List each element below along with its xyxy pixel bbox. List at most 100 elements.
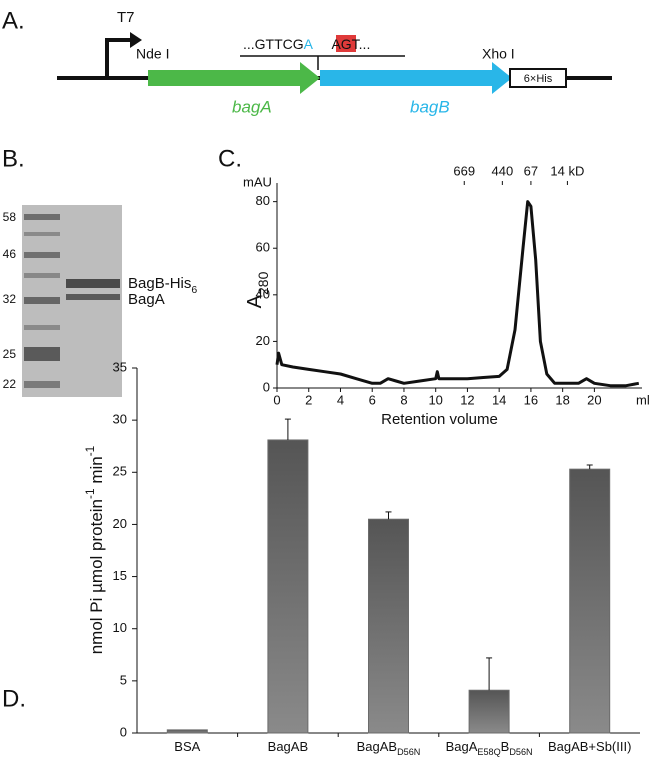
y-axis-label-part: -1	[83, 488, 97, 499]
y-tick-label: 20	[113, 516, 127, 531]
x-tick-label-part: BagAB+Sb(III)	[548, 739, 631, 754]
x-tick-label: BagAE58QBD56N	[446, 739, 533, 757]
y-axis-label-part: A	[244, 294, 266, 308]
y-axis-label: A280	[244, 271, 270, 308]
y-tick-label: 10	[113, 620, 127, 635]
ladder-label: 46	[3, 247, 17, 261]
x-tick-label-part: D56N	[509, 747, 532, 757]
ladder-band	[24, 381, 60, 388]
ladder-band	[24, 347, 60, 361]
x-tick-label: 2	[305, 392, 312, 407]
x-tick-label: BagAB	[268, 739, 308, 754]
x-tick-label-part: B	[501, 739, 510, 754]
x-tick-label: 8	[400, 392, 407, 407]
band-label-part: BagA	[128, 291, 165, 308]
y-tick-label: 35	[113, 359, 127, 374]
x-tick-label: BagAB+Sb(III)	[548, 739, 631, 754]
band-label: BagB-His6	[128, 275, 197, 296]
y-tick-label: 5	[120, 672, 127, 687]
ladder-band	[24, 273, 60, 278]
x-tick-label-part: BagA	[446, 739, 478, 754]
panel-label: C.	[218, 145, 242, 172]
sequence-part: TG	[312, 36, 331, 52]
band-label-part: 6	[191, 284, 197, 296]
tag-box	[509, 68, 567, 88]
bar	[267, 439, 309, 734]
y-unit: mAU	[243, 174, 272, 189]
y-tick-label: 0	[120, 724, 127, 739]
x-tick-label-part: BSA	[174, 739, 200, 754]
protein-band	[66, 279, 120, 288]
gene-label: bagB	[410, 97, 450, 116]
sequence-part: ...GTTCG	[243, 36, 304, 52]
sequence-part: AGT...	[331, 36, 370, 52]
band-label-part: BagB-His	[128, 275, 191, 292]
gene-label: bagA	[232, 97, 272, 116]
y-tick-label: 20	[256, 333, 270, 348]
gene-arrow	[320, 62, 512, 94]
site-label: Nde I	[136, 46, 169, 62]
size-marker-label: 14 kD	[550, 163, 584, 178]
y-axis-label-part: -1	[83, 445, 97, 456]
x-tick-label: 0	[273, 392, 280, 407]
bar	[368, 518, 409, 734]
x-tick-label-part: BagAB	[357, 739, 397, 754]
ladder-label: 58	[3, 210, 17, 224]
tag-label: 6×His	[524, 73, 553, 85]
panel-label: B.	[2, 145, 25, 172]
promoter-arrowhead	[130, 32, 142, 48]
gel	[22, 205, 122, 397]
y-axis-label-part: min	[87, 456, 106, 488]
ladder-band	[24, 214, 60, 220]
y-tick-label: 15	[113, 568, 127, 583]
construct: T7 Nde I Xho I 6×His ...GTTCGATGAGT... b…	[57, 9, 612, 116]
x-tick-label-part: D56N	[397, 747, 420, 757]
ladder-label: 25	[3, 347, 17, 361]
x-unit: ml	[636, 392, 650, 407]
bar	[166, 729, 208, 734]
ladder-label: 22	[3, 377, 17, 391]
y-tick-label: 60	[256, 240, 270, 255]
panel-label: D.	[2, 685, 26, 712]
y-tick-label: 40	[256, 286, 270, 301]
bar	[569, 468, 611, 734]
promoter-label: T7	[117, 9, 135, 26]
x-tick-label: 16	[524, 392, 538, 407]
x-tick-label: 12	[460, 392, 474, 407]
sequence-part: A	[304, 36, 314, 52]
site-label: Xho I	[482, 46, 515, 62]
y-tick-label: 30	[113, 412, 127, 427]
x-tick-label-part: BagAB	[268, 739, 308, 754]
size-marker-label: 669	[453, 163, 475, 178]
promoter-arrow	[105, 38, 132, 78]
ladder-label: 32	[3, 292, 17, 306]
x-tick-label-part: E58Q	[477, 747, 500, 757]
x-tick-label: 14	[492, 392, 506, 407]
y-tick-label: 25	[113, 464, 127, 479]
y-axis-label-part: nmol Pi µmol protein	[87, 499, 106, 654]
x-tick-label: BSA	[174, 739, 200, 754]
gene-arrow	[148, 62, 320, 94]
y-axis-label-part: 280	[255, 271, 271, 295]
codon-highlight	[336, 35, 356, 52]
x-tick-label: 4	[337, 392, 344, 407]
y-tick-label: 80	[256, 193, 270, 208]
panel-label: A.	[2, 7, 25, 34]
y-tick-label: 0	[263, 379, 270, 394]
x-tick-label: 10	[428, 392, 442, 407]
ladder-band	[24, 325, 60, 330]
ladder-band	[24, 297, 60, 304]
ladder-band	[24, 232, 60, 236]
chromatogram	[275, 200, 640, 388]
sequence: ...GTTCGATGAGT...	[243, 36, 370, 52]
x-tick-label: 20	[587, 392, 601, 407]
size-marker-label: 440	[491, 163, 513, 178]
ladder-band	[24, 252, 60, 258]
protein-band	[66, 294, 120, 300]
x-axis-label: Retention volume	[381, 411, 498, 428]
x-tick-label: BagABD56N	[357, 739, 421, 757]
bar	[468, 689, 510, 734]
y-axis-label: nmol Pi µmol protein-1 min-1	[83, 445, 106, 654]
